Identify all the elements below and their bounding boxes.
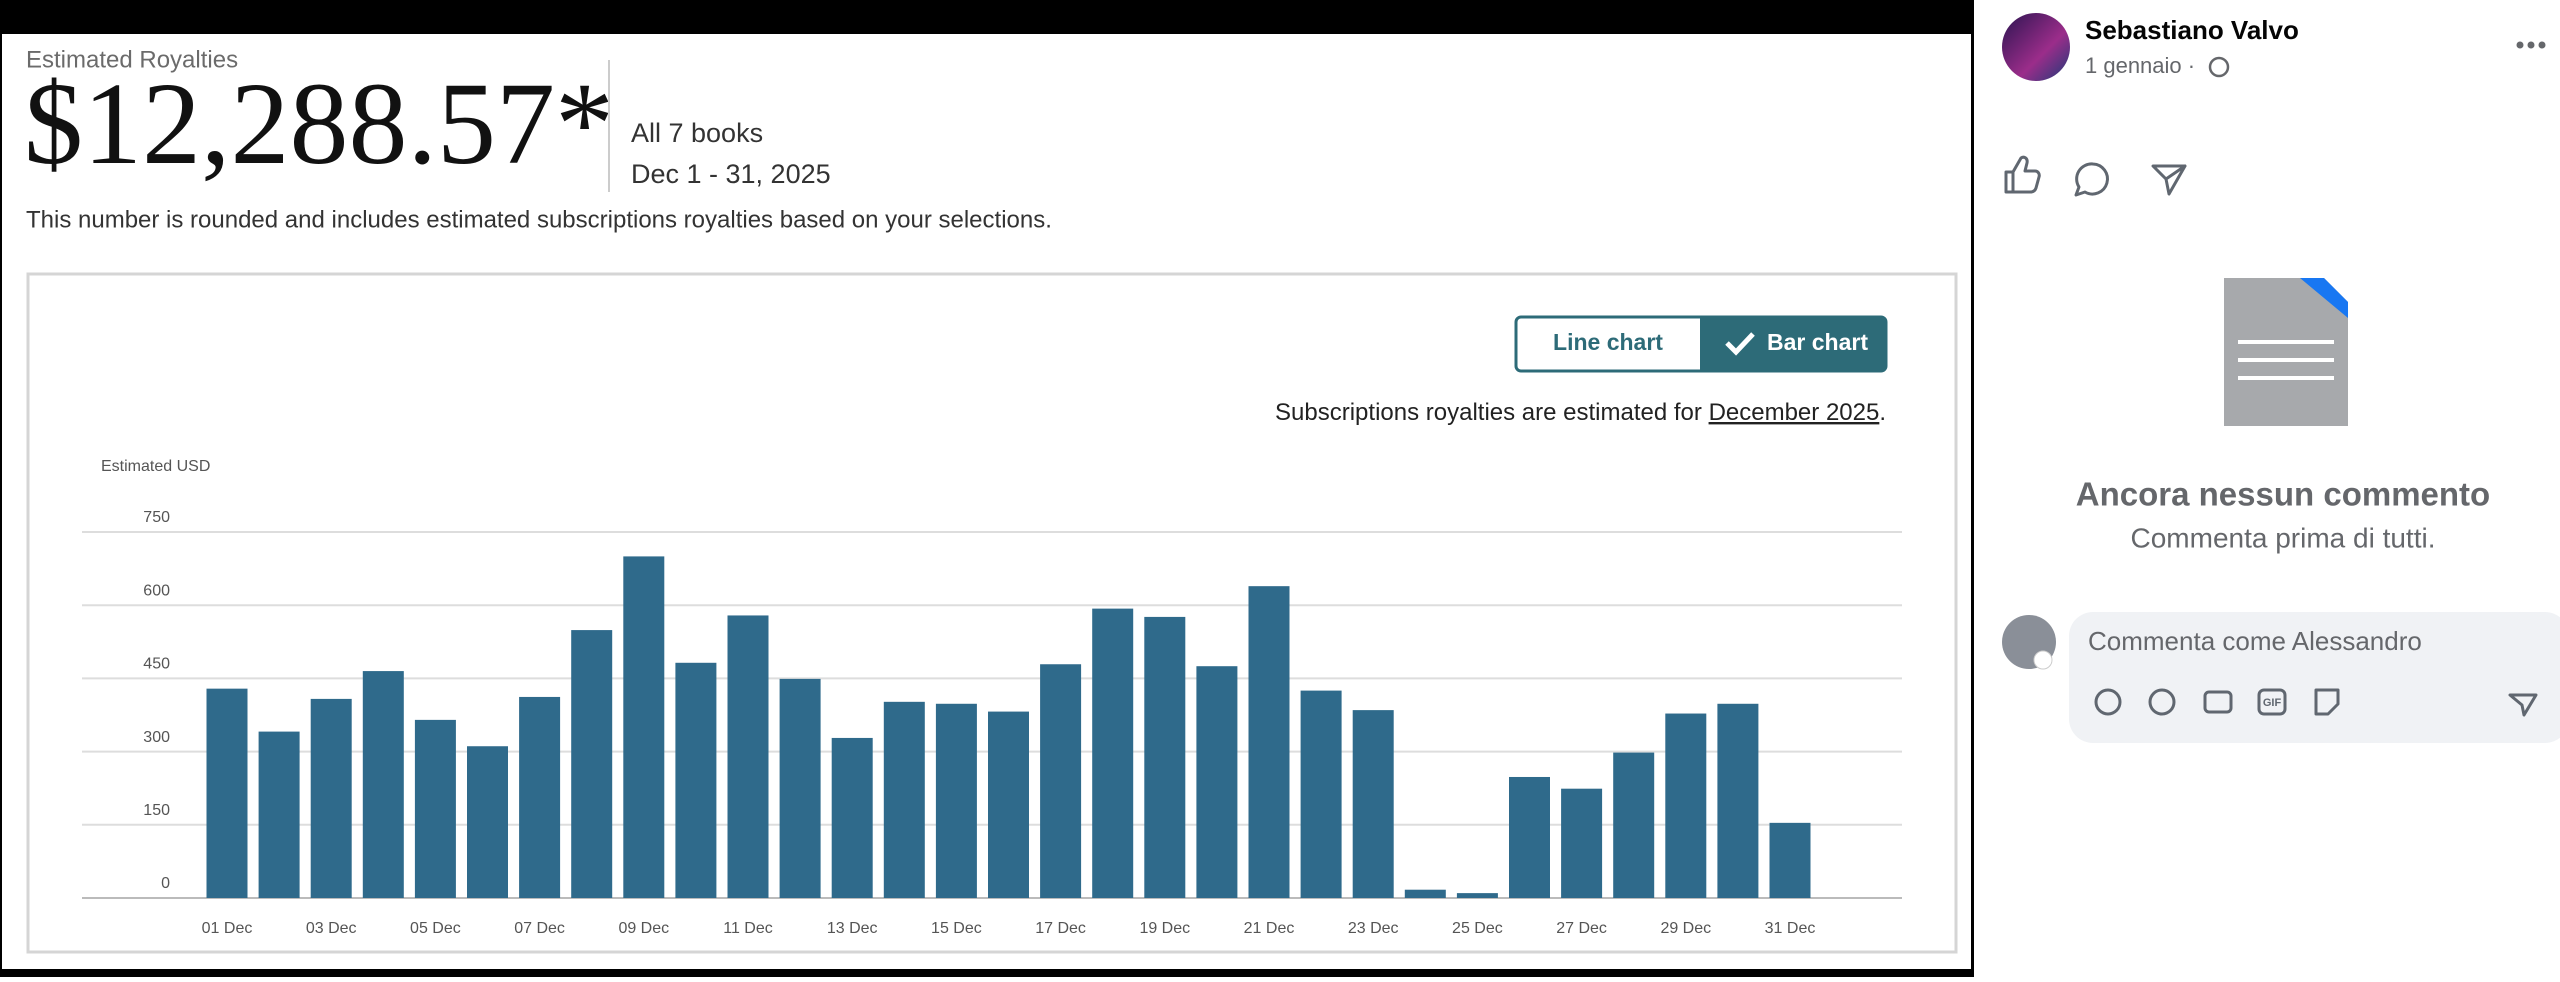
author-avatar[interactable] (2002, 13, 2070, 81)
check-icon (1725, 332, 1755, 356)
bar (1144, 616, 1186, 898)
doc-icon (2224, 278, 2348, 426)
bar (1040, 664, 1082, 898)
y-axis-label: Estimated USD (101, 458, 210, 475)
photo-tool[interactable] (2203, 690, 2233, 714)
send-tool[interactable] (2508, 693, 2538, 717)
books-filter: All 7 books (631, 118, 763, 148)
bar (1769, 822, 1811, 898)
bar (310, 698, 352, 898)
share-icon[interactable] (2151, 164, 2187, 196)
more-menu[interactable] (2516, 41, 2546, 49)
royalty-label: Estimated Royalties (26, 46, 238, 73)
gif-tool[interactable] (2257, 688, 2287, 716)
x-tick-label: 05 Dec (410, 920, 461, 937)
x-tick-label: 03 Dec (306, 920, 357, 937)
avatar-switch[interactable] (2033, 650, 2053, 670)
line-chart-button[interactable]: Line chart (1553, 329, 1663, 355)
bar (1509, 776, 1550, 898)
bar (1092, 608, 1134, 898)
avatar-tool[interactable] (2094, 688, 2122, 716)
bar (675, 662, 717, 898)
subscription-text: Subscriptions royalties are estimated fo… (1275, 399, 1709, 426)
x-tick-label: 13 Dec (827, 920, 878, 937)
bar (258, 731, 300, 898)
x-tick-label: 09 Dec (618, 920, 669, 937)
bar (935, 703, 977, 898)
y-tick-label: 0 (161, 875, 170, 892)
x-tick-label: 29 Dec (1660, 920, 1711, 937)
x-tick-label: 15 Dec (931, 920, 982, 937)
bar (1300, 690, 1342, 898)
x-tick-label: 23 Dec (1348, 920, 1399, 937)
bar (362, 671, 404, 898)
royalty-note: This number is rounded and includes esti… (26, 206, 1052, 233)
bar (1613, 752, 1655, 898)
y-tick-label: 750 (143, 509, 170, 526)
subscription-note: Subscriptions royalties are estimated fo… (1275, 399, 1886, 426)
x-tick-label: 25 Dec (1452, 920, 1503, 937)
bar (1404, 889, 1446, 898)
y-tick-label: 450 (143, 656, 170, 673)
bar (414, 719, 456, 898)
comment-icon[interactable] (2074, 162, 2109, 197)
royalty-amount: $12,288.57* (24, 58, 614, 189)
like-icon[interactable] (2004, 155, 2041, 194)
bar (206, 688, 248, 898)
period: Dec 1 - 31, 2025 (631, 159, 831, 189)
x-tick-label: 19 Dec (1139, 920, 1190, 937)
bar (467, 746, 508, 898)
bar (1196, 666, 1238, 898)
bar (883, 701, 925, 898)
x-tick-label: 07 Dec (514, 920, 565, 937)
comment-placeholder[interactable]: Commenta come Alessandro (2088, 626, 2422, 656)
x-tick-label: 17 Dec (1035, 920, 1086, 937)
emoji-tool[interactable] (2148, 688, 2176, 716)
bar (727, 615, 769, 898)
subscription-link[interactable]: December 2025 (1709, 399, 1880, 426)
doc-lines (2238, 340, 2334, 380)
toggle-active-bg (1700, 317, 1886, 371)
bar (1717, 703, 1759, 898)
bar (1456, 893, 1498, 898)
y-tick-label: 300 (143, 729, 170, 746)
y-tick-label: 150 (143, 802, 170, 819)
empty-title: Ancora nessun commento (2076, 476, 2490, 513)
bar-chart-button[interactable]: Bar chart (1767, 329, 1868, 355)
x-tick-label: 31 Dec (1765, 920, 1816, 937)
comment-tools (2094, 688, 2538, 717)
author-name[interactable]: Sebastiano Valvo (2085, 15, 2299, 45)
bar (1352, 710, 1394, 898)
bar (1665, 713, 1707, 898)
x-tick-label: 11 Dec (723, 920, 773, 937)
x-tick-label: 21 Dec (1244, 920, 1295, 937)
bar (1248, 586, 1290, 898)
audience-icon (2208, 56, 2230, 78)
doc-corner (2300, 278, 2348, 318)
bar (623, 556, 665, 898)
post-date[interactable]: 1 gennaio · (2085, 53, 2195, 78)
comment-box[interactable] (2069, 612, 2560, 743)
bar (571, 630, 613, 898)
sticker-tool[interactable] (2314, 688, 2340, 716)
x-tick-label: 01 Dec (202, 920, 253, 937)
gif-label: GIF (2263, 697, 2282, 709)
x-tick-label: 27 Dec (1556, 920, 1607, 937)
bar (831, 737, 873, 898)
bar (1561, 788, 1603, 898)
bar (779, 678, 821, 898)
bar (988, 711, 1029, 898)
bar (519, 696, 561, 898)
y-tick-label: 600 (143, 582, 170, 599)
subscription-end: . (1879, 399, 1886, 426)
empty-subtitle: Commenta prima di tutti. (2131, 522, 2436, 553)
